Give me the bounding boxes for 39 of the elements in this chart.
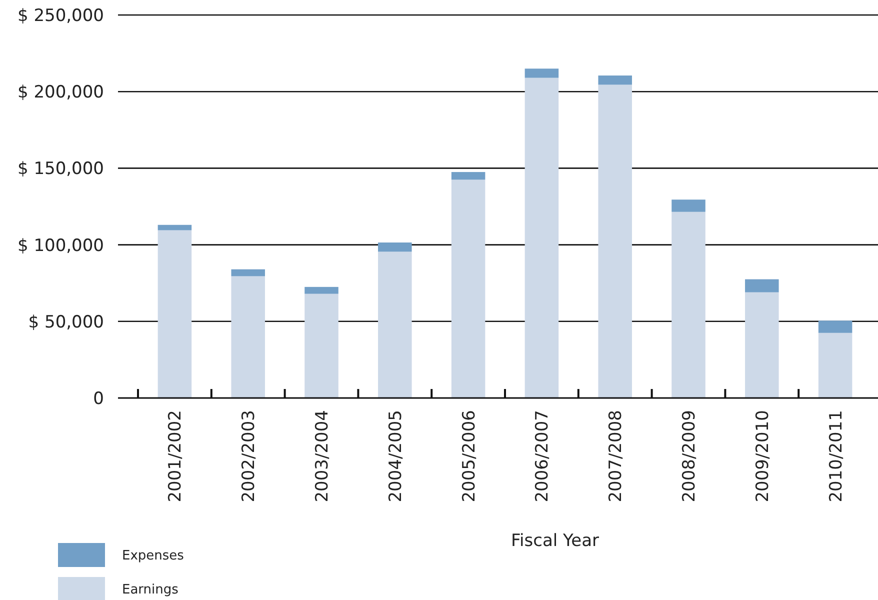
legend-label: Earnings <box>122 582 179 598</box>
bar <box>378 242 412 252</box>
x-tick-label: 2007/2008 <box>606 410 626 502</box>
bar <box>818 332 852 398</box>
x-tick-label: 2004/2005 <box>386 410 406 502</box>
bar <box>304 286 338 294</box>
x-tick-label: 2001/2002 <box>166 410 186 502</box>
bar <box>524 68 559 78</box>
bar <box>378 252 412 398</box>
bar <box>745 279 779 292</box>
y-tick-label: $ 200,000 <box>17 82 104 103</box>
x-tick-label: 2006/2007 <box>532 410 553 502</box>
bar <box>818 320 852 333</box>
bar <box>598 76 632 85</box>
x-axis-title: Fiscal Year <box>510 531 600 551</box>
y-tick-label: 0 <box>93 388 104 409</box>
bar <box>745 292 779 398</box>
bar <box>158 224 192 230</box>
bar <box>672 212 706 398</box>
x-tick-label: 2008/2009 <box>680 410 700 502</box>
x-tick-label: 2010/2011 <box>826 410 846 502</box>
bar <box>231 276 265 398</box>
bar <box>672 200 706 212</box>
x-tick-label: 2009/2010 <box>752 410 773 502</box>
bar <box>451 180 486 398</box>
x-tick-label: 2003/2004 <box>312 410 332 502</box>
y-tick-label: $ 50,000 <box>28 312 104 332</box>
y-tick-label: $ 250,000 <box>17 6 104 26</box>
bar <box>524 78 559 398</box>
bar <box>158 230 192 398</box>
x-tick-label: 2002/2003 <box>239 410 260 502</box>
bar <box>231 269 265 276</box>
legend-label: Expenses <box>122 548 184 564</box>
bar <box>598 84 632 398</box>
x-tick-label: 2005/2006 <box>459 410 480 502</box>
bar <box>304 294 338 398</box>
y-tick-label: $ 100,000 <box>17 236 104 256</box>
bar <box>451 172 486 180</box>
y-tick-label: $ 150,000 <box>17 159 104 180</box>
